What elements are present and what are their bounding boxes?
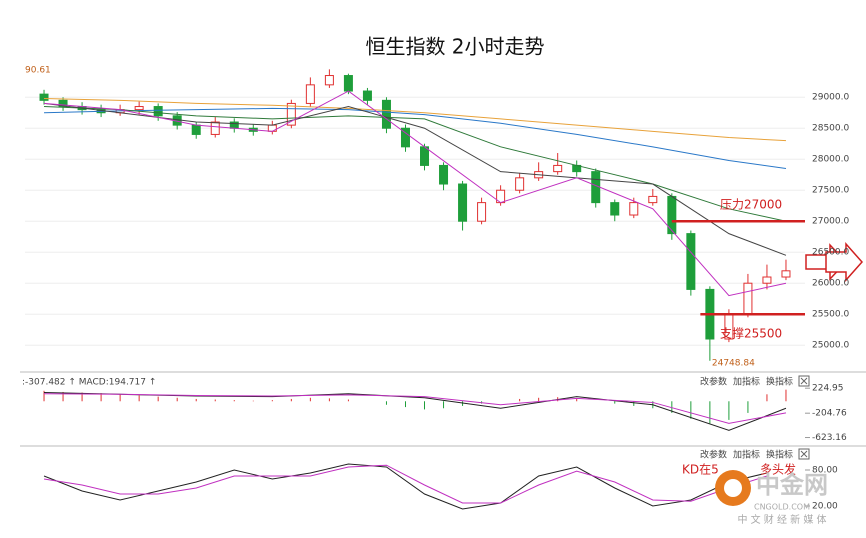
y-tick-label: 25500.0	[812, 310, 849, 320]
button[interactable]: 加指标	[733, 449, 760, 461]
y-tick-label: 25000.0	[812, 341, 849, 351]
candle-body	[610, 202, 620, 216]
low-label: 24748.84	[712, 358, 755, 368]
watermark-name: 中金网	[756, 471, 828, 499]
line-series	[44, 393, 787, 424]
watermark-slogan: 中 文 财 经 新 媒 体	[737, 513, 826, 526]
chart-title: 恒生指数 2小时走势	[365, 35, 544, 59]
arrow	[825, 242, 864, 282]
button[interactable]: 加指标	[733, 376, 760, 388]
y-tick-label: 28000.0	[812, 155, 849, 165]
candle-body	[781, 270, 791, 278]
candle-body	[648, 195, 658, 204]
line-series	[44, 97, 787, 142]
line-series	[43, 102, 787, 256]
candle-body	[210, 121, 220, 135]
candle-body	[324, 75, 334, 86]
candle-body	[420, 146, 430, 166]
candle-body	[362, 90, 372, 101]
button[interactable]: 改参数	[700, 376, 727, 388]
level-label: 压力27000	[720, 198, 782, 212]
y-tick-label: 80.00	[812, 466, 838, 476]
y-tick-label: 27500.0	[812, 186, 849, 196]
close-button[interactable]	[798, 448, 810, 460]
candle-body	[381, 99, 391, 129]
button[interactable]: 改参数	[700, 449, 727, 461]
candle-body	[686, 233, 696, 290]
close-button[interactable]	[798, 375, 810, 387]
candle-body	[762, 276, 772, 284]
candle-body	[286, 102, 296, 126]
macd-buttons: 改参数 加指标 换指标	[700, 375, 810, 388]
candle-body	[134, 106, 144, 111]
button[interactable]: 换指标	[766, 376, 793, 388]
kd-note: 多头发	[760, 462, 796, 477]
y-tick-label: 26000.0	[812, 279, 849, 289]
candle-body	[553, 164, 563, 173]
close-icon	[800, 450, 808, 458]
candle-body	[439, 164, 449, 185]
button[interactable]: 换指标	[766, 449, 793, 461]
candle-body	[629, 202, 639, 216]
candle-body	[229, 121, 239, 129]
level-label: 支撑25500	[720, 326, 782, 341]
y-tick-label: 224.95	[812, 384, 844, 394]
candle-body	[305, 84, 315, 104]
candle-body	[743, 282, 753, 315]
watermark-logo	[724, 479, 742, 497]
close-icon	[800, 377, 808, 385]
line-series	[43, 90, 787, 297]
watermark-site: CNGOLD.COM	[754, 503, 810, 512]
candle-body	[458, 183, 468, 222]
y-tick-label: 26500.0	[812, 248, 849, 258]
candle-body	[400, 127, 410, 148]
watermark: 中金网 CNGOLD.COM 中 文 财 经 新 媒 体	[715, 470, 828, 526]
line-series	[43, 464, 768, 504]
candle-body	[58, 99, 68, 108]
kd-buttons: 改参数 加指标 换指标	[700, 448, 810, 461]
candle-body	[39, 93, 49, 101]
y-tick-label: 28500.0	[812, 124, 849, 134]
macd-header: :-307.482 ↑ MACD:194.717 ↑	[22, 378, 156, 388]
y-tick-label: 27000.0	[812, 217, 849, 227]
candle-body	[191, 124, 201, 135]
y-tick-label: 29000.0	[812, 93, 849, 103]
line-series	[43, 463, 768, 510]
candle-body	[477, 202, 487, 222]
y-tick-label: 20.00	[812, 502, 838, 512]
candle-body	[515, 177, 525, 191]
line-series	[44, 107, 787, 170]
y-tick-label: -204.76	[812, 409, 847, 419]
y-tick-label: -623.16	[812, 433, 847, 443]
candle-body	[343, 75, 353, 92]
candle-body	[153, 106, 163, 117]
line-series	[44, 106, 787, 222]
corner-value: 90.61	[25, 66, 51, 76]
kd-note: KD在5	[682, 463, 719, 477]
